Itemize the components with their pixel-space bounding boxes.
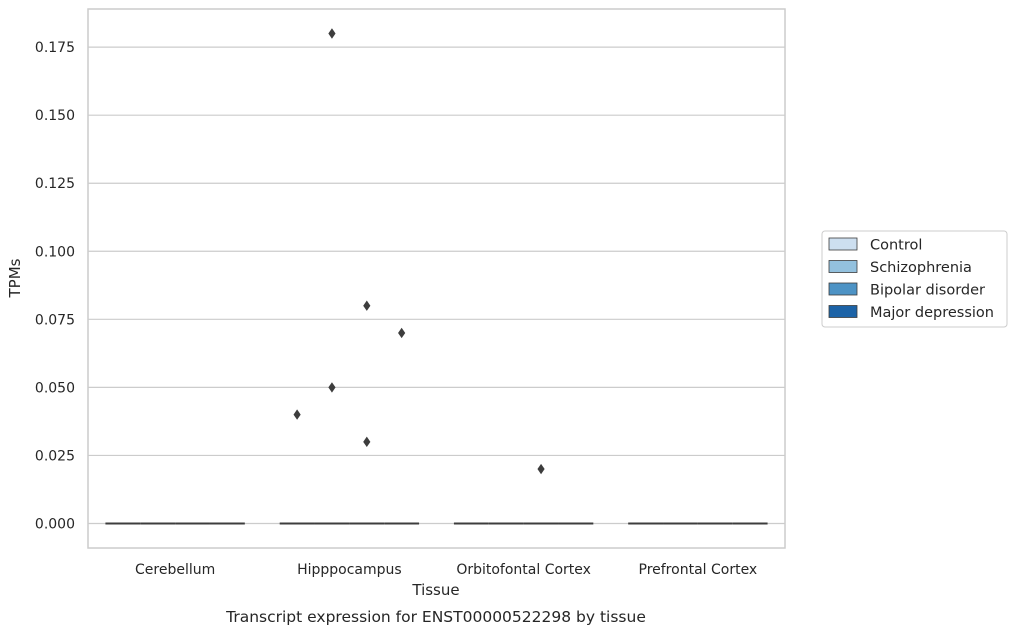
legend-swatch — [828, 282, 858, 296]
chart-caption: Transcript expression for ENST0000052229… — [225, 608, 646, 626]
outlier-point — [328, 382, 336, 393]
y-tick-label: 0.150 — [35, 108, 75, 124]
x-axis-label: Tissue — [411, 581, 459, 599]
legend-label: Major depression — [870, 305, 994, 321]
x-tick-label: Cerebellum — [135, 562, 215, 578]
outlier-points — [293, 28, 545, 475]
outlier-point — [363, 300, 371, 311]
x-tick-label: Orbitofontal Cortex — [456, 562, 591, 578]
x-tick-label: Prefrontal Cortex — [639, 562, 758, 578]
legend-label: Control — [870, 238, 922, 254]
legend-swatch — [828, 237, 858, 251]
outlier-point — [398, 327, 406, 339]
legend-label: Schizophrenia — [870, 260, 972, 276]
outlier-point — [537, 463, 545, 475]
gridlines — [88, 46, 785, 525]
y-axis-label: TPMs — [6, 258, 24, 298]
y-tick-label: 0.125 — [35, 176, 75, 192]
y-tick-labels: 0.000 0.025 0.050 0.075 0.100 0.125 0.150 0.175 — [35, 40, 75, 532]
legend: Control Schizophrenia Bipolar disorder Majo… — [821, 230, 1008, 328]
outlier-point — [293, 409, 301, 420]
legend-frame — [821, 230, 1008, 328]
outlier-point — [363, 436, 371, 448]
legend-label: Bipolar disorder — [870, 283, 985, 299]
y-tick-label: 0.050 — [35, 380, 75, 396]
y-tick-label: 0.100 — [35, 244, 75, 260]
outlier-point — [328, 28, 336, 39]
y-tick-label: 0.000 — [35, 517, 75, 533]
x-tick-label: Hipppocampus — [297, 562, 402, 578]
legend-swatch — [828, 305, 858, 318]
y-tick-label: 0.025 — [35, 448, 75, 464]
y-tick-label: 0.075 — [35, 312, 75, 328]
legend-swatch — [828, 260, 858, 273]
x-tick-labels: Cerebellum Hipppocampus Orbitofontal Corte… — [135, 562, 757, 578]
y-tick-label: 0.175 — [35, 40, 75, 56]
plot-frame — [87, 8, 786, 549]
